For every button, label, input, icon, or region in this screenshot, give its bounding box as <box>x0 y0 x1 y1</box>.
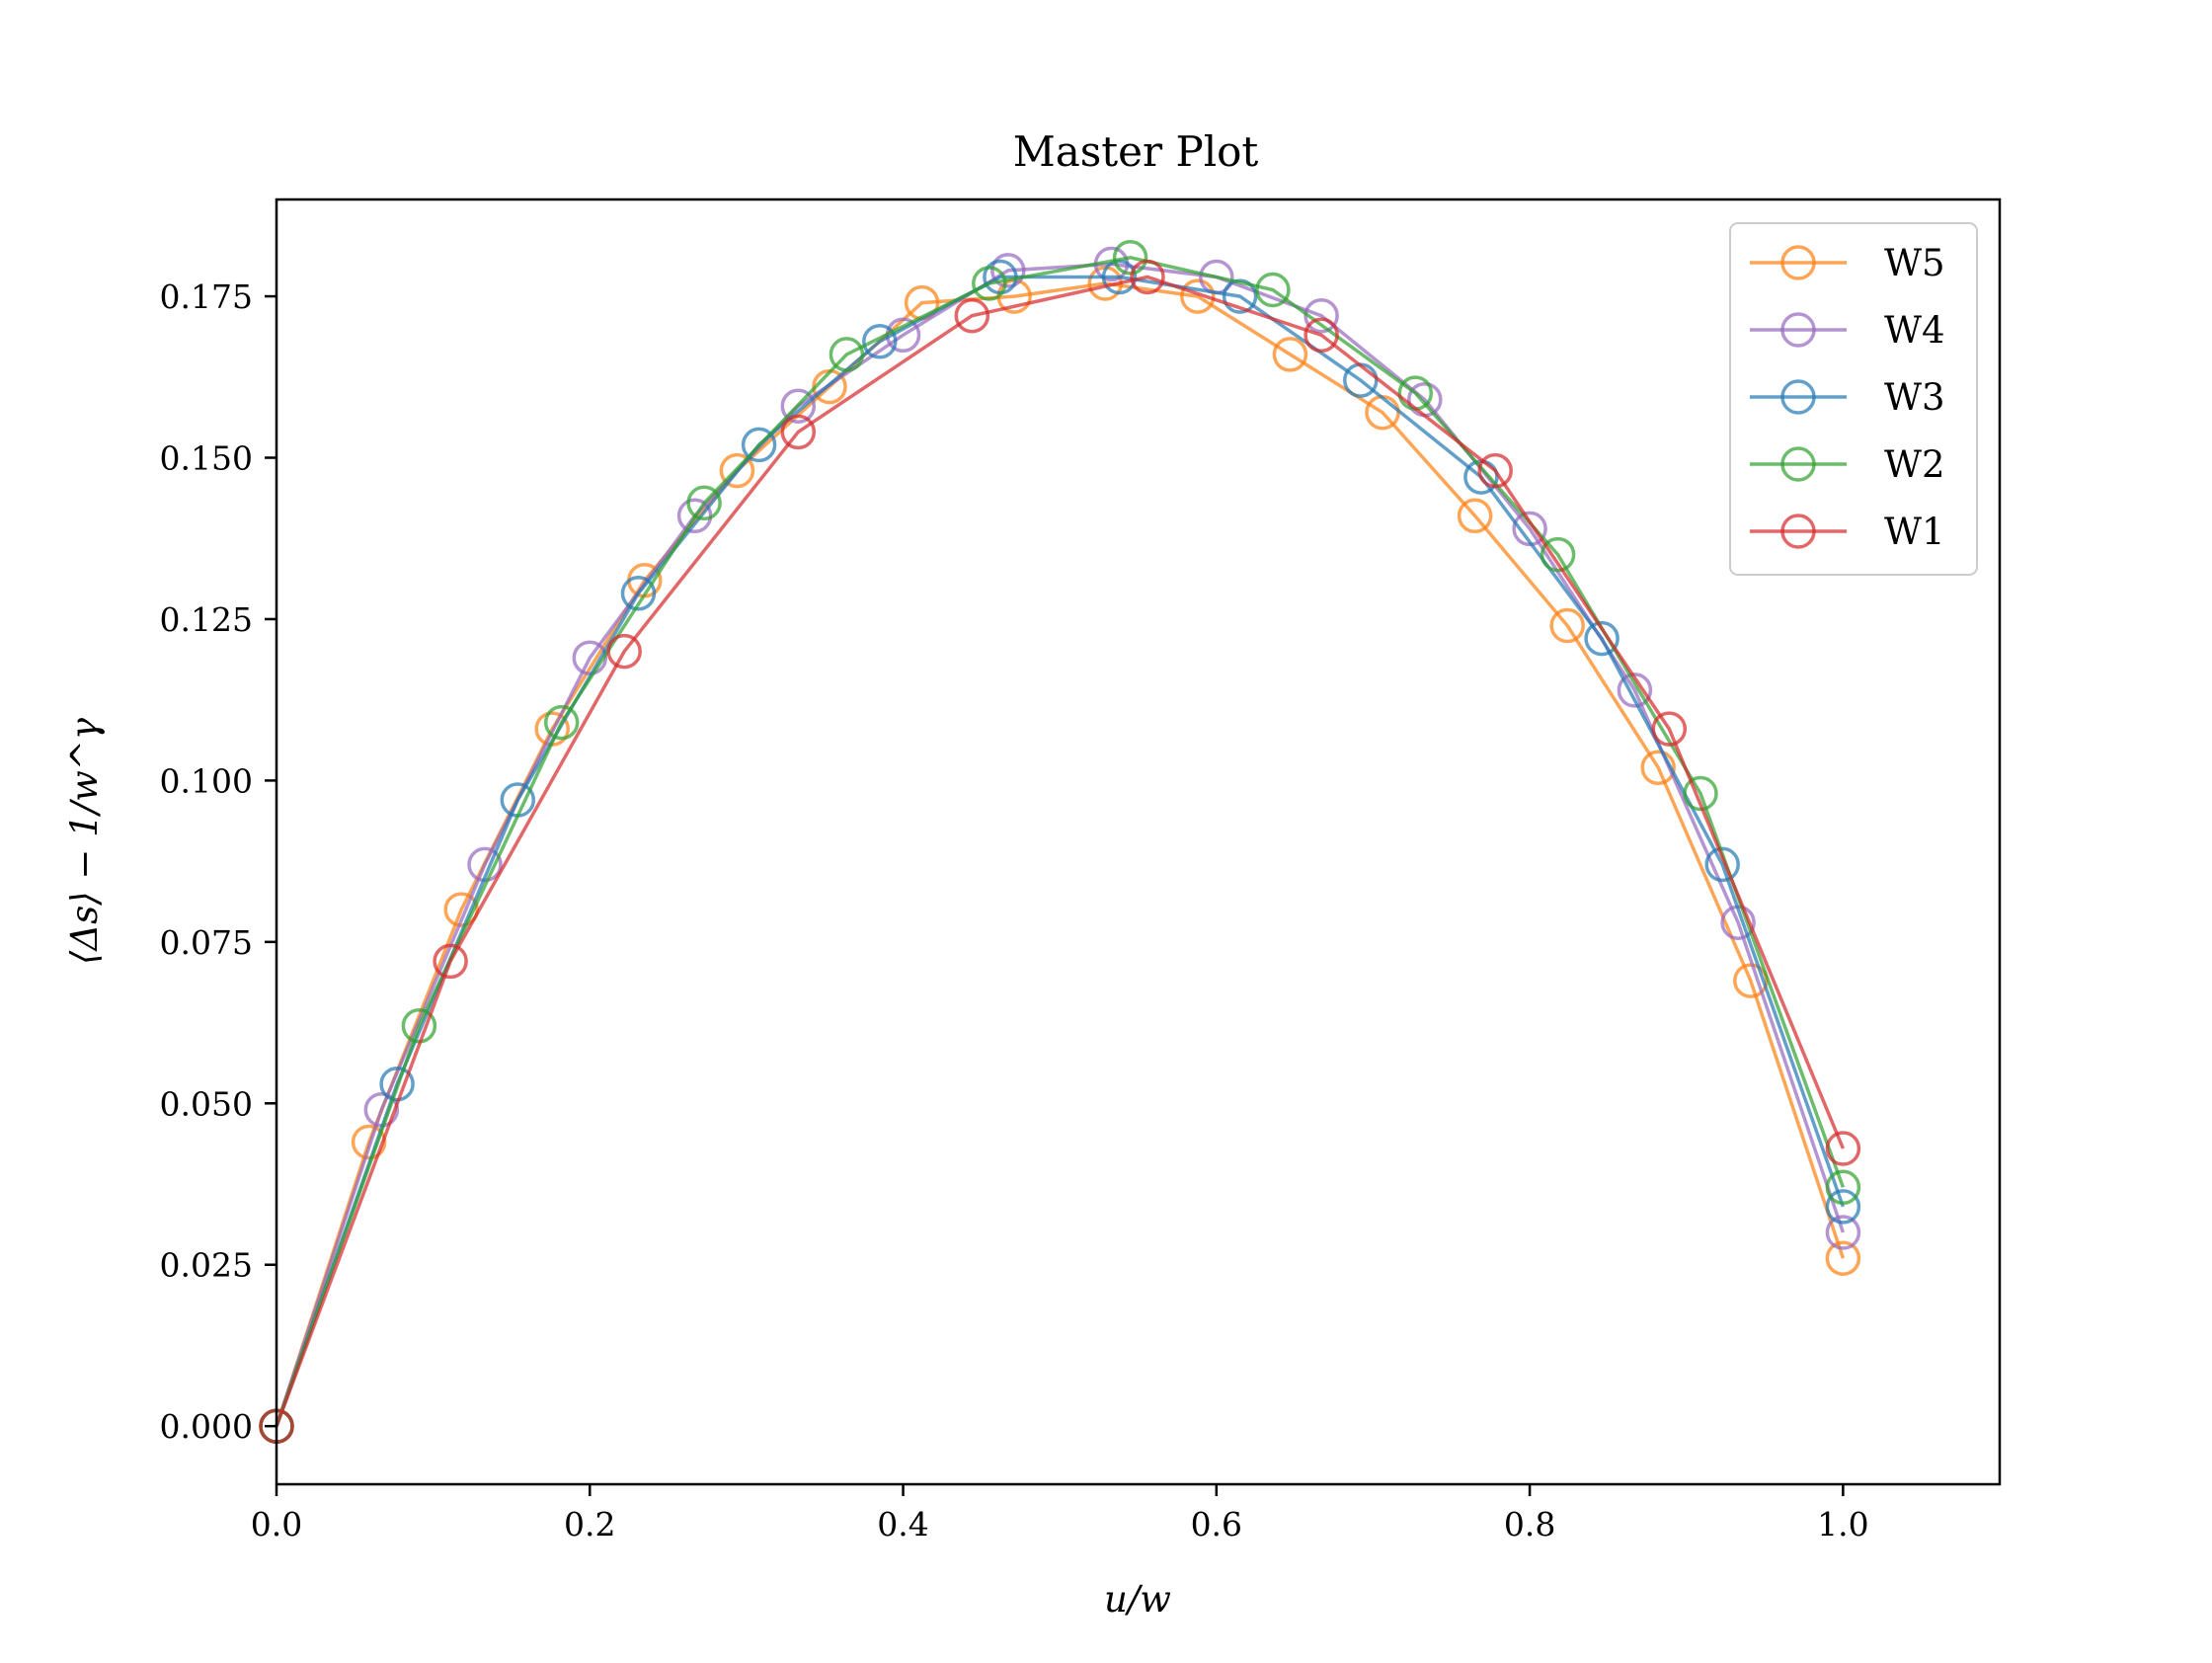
data-point-w4 <box>990 253 1026 288</box>
data-point-w5 <box>1549 607 1585 644</box>
series-line-w1 <box>275 275 1846 1427</box>
data-point-w2 <box>1540 536 1576 573</box>
legend-entry-w5: W5 <box>1750 242 1945 284</box>
y-tick-label: 0.075 <box>160 923 253 962</box>
data-point-w4 <box>1825 1215 1861 1250</box>
data-point-w3 <box>1584 620 1620 657</box>
series-line-w3 <box>275 275 1846 1427</box>
y-tick-label: 0.025 <box>160 1246 253 1285</box>
legend-marker <box>1780 245 1816 280</box>
data-point-w1 <box>1651 711 1688 747</box>
data-point-w5 <box>1272 337 1308 372</box>
legend-label: W4 <box>1884 309 1945 352</box>
data-point-w1 <box>1825 1131 1861 1166</box>
legend-label: W2 <box>1884 443 1945 486</box>
x-axis-ticks: 0.0 0.2 0.4 0.6 0.8 1.0 <box>251 1484 1869 1544</box>
legend-marker <box>1780 446 1816 482</box>
legend-entry-w1: W1 <box>1750 511 1945 553</box>
data-point-w5 <box>1825 1240 1861 1276</box>
legend-label: W5 <box>1884 242 1945 284</box>
legend-marker <box>1780 379 1816 415</box>
data-point-w1 <box>780 414 817 450</box>
data-point-w1 <box>606 633 642 670</box>
data-point-w1 <box>954 297 990 334</box>
data-point-w3 <box>862 324 898 359</box>
plot-frame <box>275 198 2002 1486</box>
data-point-w5 <box>719 452 755 489</box>
legend-marker <box>1780 312 1816 348</box>
data-point-w5 <box>443 892 479 927</box>
x-axis-label: u/w <box>1104 1578 1171 1621</box>
y-tick-label: 0.150 <box>160 439 253 478</box>
y-tick-label: 0.100 <box>160 761 253 800</box>
y-tick-label: 0.125 <box>160 600 253 639</box>
data-point-w5 <box>1180 278 1216 314</box>
data-point-w1 <box>433 943 468 980</box>
y-axis-label: ⟨Δs⟩ − 1/w^γ <box>63 717 106 965</box>
legend: W5 W4 W3 W2 W1 <box>1729 222 1978 576</box>
data-point-w3 <box>1222 278 1258 314</box>
data-point-w4 <box>780 388 817 424</box>
legend-entry-w3: W3 <box>1750 376 1945 419</box>
data-point-w2 <box>1825 1169 1861 1206</box>
y-tick-label: 0.175 <box>160 277 253 316</box>
series-line-w2 <box>275 256 1846 1427</box>
data-point-w1 <box>1130 259 1165 295</box>
x-tick-label: 0.0 <box>251 1505 302 1544</box>
data-point-w2 <box>1112 240 1148 276</box>
data-point-w2 <box>1255 272 1291 308</box>
series-w2 <box>259 240 1861 1444</box>
y-tick-label: 0.050 <box>160 1084 253 1123</box>
legend-entry-w4: W4 <box>1750 309 1945 352</box>
data-point-w3 <box>1825 1189 1861 1225</box>
legend-frame <box>1729 222 1978 576</box>
data-point-w5 <box>1457 498 1493 534</box>
data-point-w3 <box>620 576 657 611</box>
data-point-w1 <box>1477 452 1513 489</box>
data-point-w5 <box>351 1124 387 1160</box>
data-point-w3 <box>741 427 777 463</box>
data-point-w3 <box>1704 846 1740 883</box>
data-point-w5 <box>1640 750 1676 786</box>
data-point-w2 <box>543 704 580 741</box>
data-point-w2 <box>829 337 865 372</box>
data-point-w2 <box>1683 775 1718 812</box>
legend-label: W3 <box>1884 376 1945 419</box>
y-tick-label: 0.000 <box>160 1407 253 1446</box>
series-layer <box>259 240 1861 1444</box>
data-point-w4 <box>1617 673 1653 708</box>
x-tick-label: 1.0 <box>1817 1505 1868 1544</box>
x-tick-label: 0.6 <box>1191 1505 1242 1544</box>
x-tick-label: 0.2 <box>564 1505 615 1544</box>
data-point-w2 <box>686 485 722 521</box>
chart-title: Master Plot <box>1013 127 1259 176</box>
legend-entry-w2: W2 <box>1750 443 1945 486</box>
x-tick-label: 0.4 <box>877 1505 928 1544</box>
x-tick-label: 0.8 <box>1504 1505 1555 1544</box>
legend-marker <box>1780 514 1816 549</box>
data-point-w2 <box>972 266 1007 301</box>
data-point-w1 <box>1304 317 1339 354</box>
legend-label: W1 <box>1884 511 1945 553</box>
y-axis-ticks: 0.000 0.025 0.050 0.075 0.100 0.125 0.150 0.175 <box>160 277 276 1446</box>
